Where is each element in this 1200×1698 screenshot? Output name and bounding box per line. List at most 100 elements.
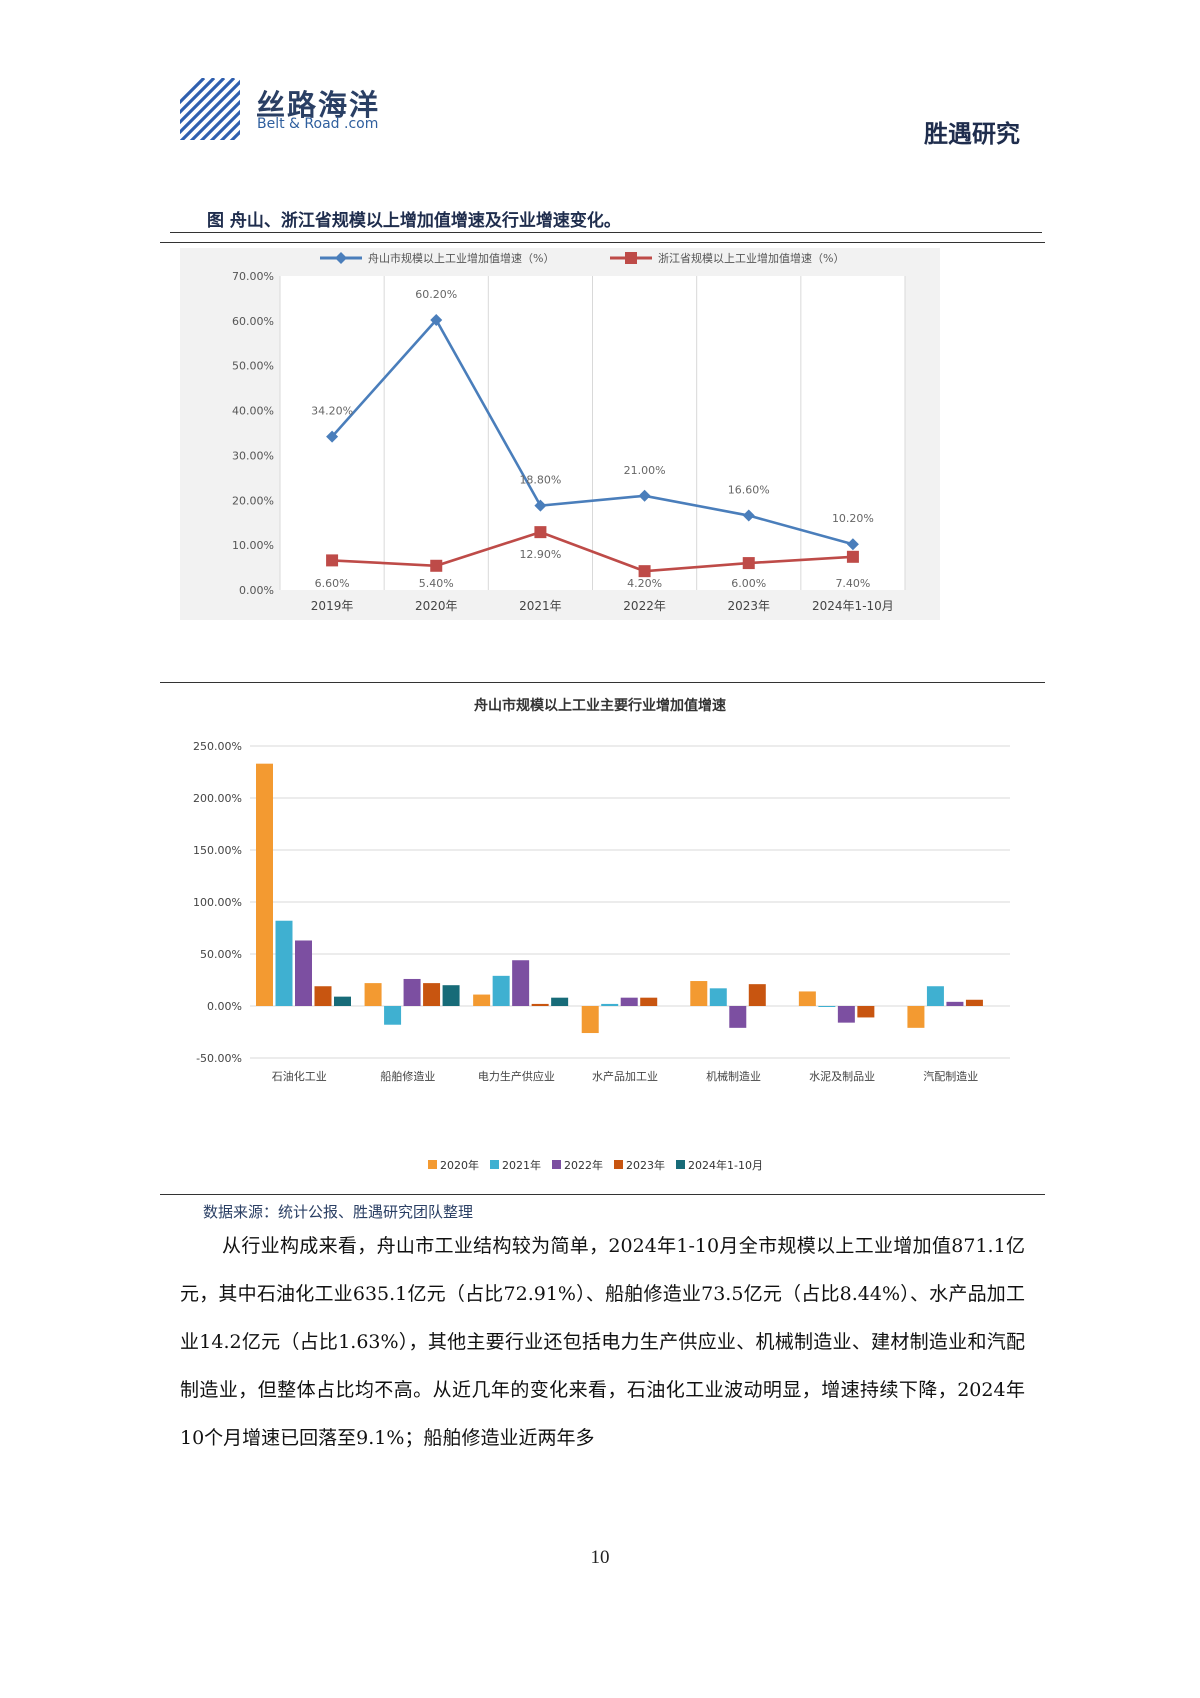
line-chart-legend-label: 浙江省规模以上工业增加值增速（%） bbox=[658, 251, 844, 265]
line-chart-point bbox=[430, 559, 443, 572]
figure-middle-rule bbox=[160, 682, 1045, 683]
bar-chart-bar bbox=[640, 997, 658, 1006]
logo-english-name: Belt & Road .com bbox=[257, 116, 379, 132]
bar-chart-y-tick-label: 150.00% bbox=[193, 844, 242, 857]
bar-chart-bar bbox=[364, 983, 382, 1006]
bar-chart-bar bbox=[837, 1006, 855, 1023]
line-chart-point bbox=[742, 557, 755, 570]
line-chart-x-tick-label: 2024年1-10月 bbox=[812, 599, 894, 613]
bar-chart-bar bbox=[709, 988, 727, 1006]
figure-title: 图 舟山、浙江省规模以上增加值增速及行业增速变化。 bbox=[207, 211, 621, 231]
line-chart-legend-marker bbox=[625, 252, 637, 264]
bar-chart-legend-swatch bbox=[428, 1160, 437, 1169]
bar-chart-bar bbox=[748, 984, 766, 1006]
line-chart-data-label: 16.60% bbox=[728, 484, 770, 497]
line-chart-x-tick-label: 2021年 bbox=[519, 599, 562, 613]
line-chart-data-label: 21.00% bbox=[624, 464, 666, 477]
line-chart-data-label: 7.40% bbox=[835, 577, 870, 590]
body-paragraph: 从行业构成来看，舟山市工业结构较为简单，2024年1-10月全市规模以上工业增加… bbox=[180, 1235, 1025, 1449]
bar-chart-y-tick-label: 0.00% bbox=[207, 1000, 242, 1013]
bar-chart-legend-swatch bbox=[614, 1160, 623, 1169]
line-chart-series-line bbox=[331, 317, 854, 546]
bar-chart-bar bbox=[857, 1006, 875, 1018]
bar-chart-legend-label: 2020年 bbox=[440, 1158, 479, 1172]
bar-chart-x-tick-label: 水产品加工业 bbox=[592, 1069, 658, 1083]
figure-bottom-rule bbox=[160, 1194, 1045, 1195]
bar-chart-legend-label: 2023年 bbox=[626, 1158, 665, 1172]
bar-chart-legend-swatch bbox=[552, 1160, 561, 1169]
line-chart-data-label: 4.20% bbox=[627, 577, 662, 590]
bar-chart-bar bbox=[442, 985, 460, 1006]
bar-chart-legend-label: 2024年1-10月 bbox=[688, 1158, 763, 1172]
bar-chart-bar bbox=[729, 1006, 747, 1028]
bar-chart: 舟山市规模以上工业主要行业增加值增速 -50.00% 0.00% 50.00% 100.… bbox=[160, 688, 1045, 1190]
logo-stripes-icon bbox=[180, 78, 240, 140]
line-chart-data-label: 6.00% bbox=[731, 577, 766, 590]
bar-chart-legend-swatch bbox=[676, 1160, 685, 1169]
bar-chart-bar bbox=[926, 986, 944, 1006]
bar-chart-bar bbox=[531, 1003, 549, 1006]
line-chart-y-tick-label: 70.00% bbox=[232, 270, 274, 283]
bar-chart-bar bbox=[314, 986, 332, 1006]
line-chart-point bbox=[846, 538, 859, 551]
bar-chart-legend-swatch bbox=[490, 1160, 499, 1169]
line-chart-x-tick-label: 2019年 bbox=[311, 599, 354, 613]
line-chart-y-tick-label: 20.00% bbox=[232, 494, 274, 507]
line-chart-point bbox=[430, 313, 443, 326]
line-chart-data-label: 60.20% bbox=[415, 288, 457, 301]
line-chart-series-line bbox=[332, 530, 853, 573]
bar-chart-svg: 舟山市规模以上工业主要行业增加值增速 -50.00% 0.00% 50.00% 100.… bbox=[193, 697, 1010, 1172]
bar-chart-bar bbox=[581, 1006, 599, 1034]
bar-chart-bar bbox=[295, 940, 312, 1006]
line-chart-y-tick-label: 30.00% bbox=[232, 449, 274, 462]
bar-chart-bar bbox=[403, 978, 421, 1006]
bar-chart-x-tick-label: 电力生产供应业 bbox=[478, 1069, 555, 1083]
line-chart-y-tick-label: 0.00% bbox=[239, 584, 274, 597]
bar-chart-bar bbox=[907, 1006, 925, 1028]
bar-chart-x-tick-label: 机械制造业 bbox=[706, 1069, 761, 1083]
bar-chart-y-tick-label: 50.00% bbox=[200, 948, 242, 961]
line-chart-data-label: 10.20% bbox=[832, 512, 874, 525]
bar-chart-bar bbox=[818, 1006, 836, 1007]
bar-chart-title: 舟山市规模以上工业主要行业增加值增速 bbox=[474, 697, 726, 714]
brand-name: 胜遇研究 bbox=[924, 120, 1020, 148]
line-chart: 0.00% 10.00% 20.00% 30.00% 40.00% 50.00% 60.00… bbox=[160, 248, 1045, 678]
line-chart-point bbox=[534, 499, 547, 512]
bar-chart-x-tick-label: 水泥及制品业 bbox=[809, 1070, 875, 1083]
line-chart-point bbox=[846, 550, 859, 563]
line-chart-legend-marker bbox=[335, 252, 347, 264]
bar-chart-bar bbox=[512, 960, 530, 1006]
line-chart-point bbox=[638, 489, 651, 502]
bar-chart-x-tick-label: 船舶修造业 bbox=[380, 1069, 435, 1083]
page-number: 10 bbox=[590, 1547, 610, 1568]
line-chart-legend-label: 舟山市规模以上工业增加值增速（%） bbox=[368, 251, 554, 265]
bar-chart-y-tick-label: 250.00% bbox=[193, 740, 242, 753]
line-chart-x-tick-label: 2020年 bbox=[415, 599, 458, 613]
line-chart-y-tick-label: 10.00% bbox=[232, 539, 274, 552]
line-chart-data-label: 34.20% bbox=[311, 405, 353, 418]
bar-chart-bar bbox=[798, 991, 816, 1006]
bar-chart-x-tick-label: 石油化工业 bbox=[272, 1069, 327, 1083]
body-paragraph-container: 从行业构成来看，舟山市工业结构较为简单，2024年1-10月全市规模以上工业增加… bbox=[180, 1222, 1025, 1462]
line-chart-data-label: 6.60% bbox=[315, 577, 350, 590]
figure-top-rule bbox=[160, 242, 1045, 243]
bar-chart-bar bbox=[492, 975, 510, 1006]
line-chart-data-label: 12.90% bbox=[519, 548, 561, 561]
line-chart-y-tick-label: 40.00% bbox=[232, 405, 274, 418]
line-chart-point bbox=[326, 430, 339, 443]
bar-chart-legend-label: 2022年 bbox=[564, 1158, 603, 1172]
line-chart-point bbox=[638, 565, 651, 578]
bar-chart-bar bbox=[384, 1006, 402, 1025]
line-chart-y-tick-label: 50.00% bbox=[232, 360, 274, 373]
line-chart-x-tick-label: 2023年 bbox=[727, 599, 770, 613]
bar-chart-bar bbox=[423, 983, 441, 1006]
bar-chart-legend-label: 2021年 bbox=[502, 1158, 541, 1172]
bar-chart-bar bbox=[473, 994, 491, 1006]
bar-chart-x-tick-label: 汽配制造业 bbox=[923, 1069, 978, 1083]
line-chart-data-label: 5.40% bbox=[419, 577, 454, 590]
bar-chart-bar bbox=[334, 996, 351, 1006]
bar-chart-y-tick-label: -50.00% bbox=[196, 1052, 242, 1065]
title-underline bbox=[170, 232, 1042, 233]
bar-chart-bar bbox=[965, 999, 983, 1006]
bar-chart-bar bbox=[620, 997, 638, 1006]
